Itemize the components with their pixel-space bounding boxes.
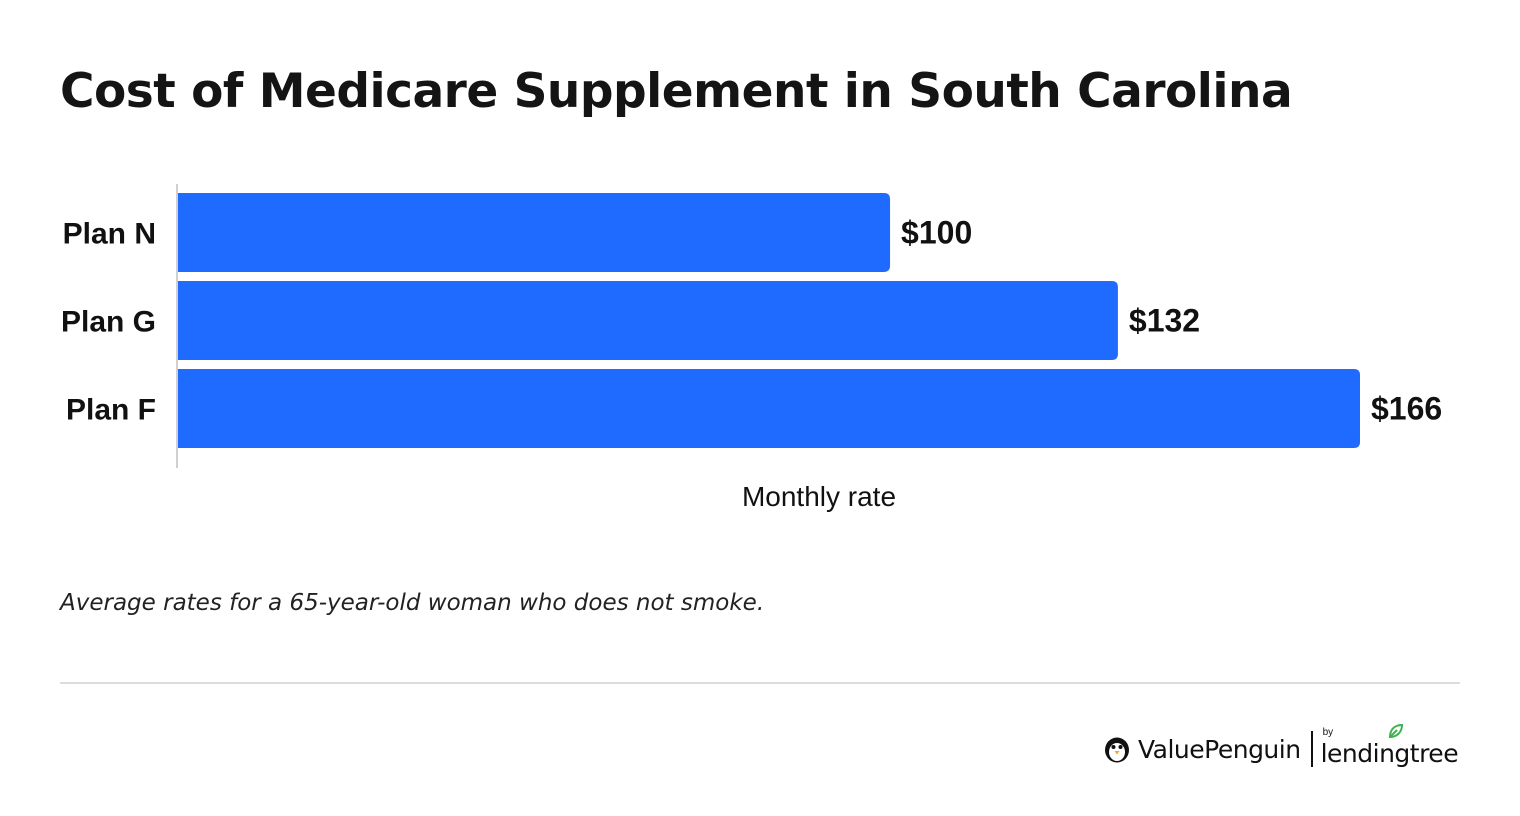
category-label: Plan F (66, 394, 156, 427)
value-label: $132 (1129, 303, 1200, 339)
bar-plan-n (178, 193, 891, 272)
category-label: Plan G (61, 306, 156, 339)
footnote: Average rates for a 65-year-old woman wh… (60, 590, 765, 616)
chart-title: Cost of Medicare Supplement in South Car… (60, 64, 1293, 119)
brand-logo: ValuePenguin by lendingtree (1104, 723, 1459, 772)
bars-group: Plan N $100 Plan G $132 Plan F $166 (61, 193, 1442, 448)
brand-name: ValuePenguin (1138, 734, 1301, 764)
value-label: $166 (1371, 391, 1442, 427)
leaf-icon (1388, 723, 1403, 739)
bar-plan-f (178, 369, 1360, 448)
brand-separator (1310, 731, 1313, 767)
bar-plan-g (178, 281, 1118, 360)
partner-by: by (1322, 727, 1334, 738)
footer-divider (60, 682, 1460, 684)
bar-chart: Plan N $100 Plan G $132 Plan F $166 Monthly r… (61, 184, 1442, 512)
x-axis-title: Monthly rate (742, 481, 896, 512)
value-label: $100 (901, 215, 972, 251)
partner-name: lendingtree (1320, 739, 1459, 768)
partner-logo: by lendingtree (1320, 723, 1459, 769)
penguin-icon (1105, 737, 1129, 763)
category-label: Plan N (63, 218, 156, 251)
